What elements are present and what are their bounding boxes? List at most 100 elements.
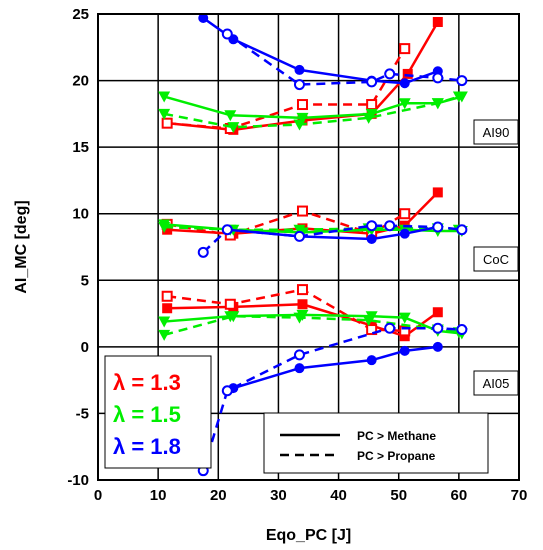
lambda-legend-item-3: λ = 1.8 <box>113 434 181 459</box>
lambda-legend: λ = 1.3 λ = 1.5 λ = 1.8 <box>104 355 212 469</box>
data-point <box>432 16 443 27</box>
data-point <box>293 230 305 242</box>
x-tick-label: 60 <box>451 487 468 504</box>
data-point <box>293 224 306 236</box>
data-point <box>399 228 410 239</box>
y-axis-title: AI_MC [deg] <box>13 200 30 293</box>
label-ai05: AI05 <box>483 376 510 391</box>
series-ai05-lambda-13-propane <box>161 284 411 337</box>
data-point <box>161 117 173 129</box>
data-point <box>296 112 309 124</box>
series-ai90-lambda-18-propane <box>221 28 468 91</box>
y-tick-label: 25 <box>72 6 89 23</box>
data-point <box>294 64 305 75</box>
lambda-legend-item-2: λ = 1.5 <box>113 402 181 427</box>
label-ai90: AI90 <box>483 125 510 140</box>
data-point <box>296 205 308 217</box>
data-point <box>432 72 444 84</box>
data-point <box>366 324 378 336</box>
data-point <box>221 385 233 397</box>
series-coc-lambda-18-propane <box>197 220 468 258</box>
series-ai05-lambda-15-methane <box>158 309 468 340</box>
x-tick-label: 10 <box>150 487 167 504</box>
label-box-ai05: AI05 <box>473 370 519 396</box>
legend-methane: PC > Methane <box>357 429 436 443</box>
data-point <box>362 112 375 124</box>
axis-ticks: 0 10 20 30 40 50 60 70 -10 -5 0 5 10 15 20 25 <box>67 6 527 504</box>
data-point <box>452 91 465 103</box>
data-series <box>158 12 468 477</box>
data-point <box>296 99 308 111</box>
y-tick-label: 0 <box>81 339 89 356</box>
data-point <box>158 108 171 120</box>
data-point <box>224 110 237 122</box>
data-point <box>432 322 444 334</box>
x-tick-label: 40 <box>330 487 347 504</box>
data-point <box>198 12 209 23</box>
data-point <box>293 312 306 324</box>
data-point <box>432 221 444 233</box>
data-point <box>366 355 377 366</box>
lambda-legend-item-1: λ = 1.3 <box>113 370 181 395</box>
data-point <box>158 222 171 234</box>
data-point <box>432 187 443 198</box>
legend-propane: PC > Propane <box>357 449 436 463</box>
data-point <box>366 99 378 111</box>
data-point <box>398 312 411 324</box>
plot-frame <box>97 13 520 481</box>
y-tick-label: 5 <box>81 272 89 289</box>
y-tick-label: 20 <box>72 73 89 90</box>
data-point <box>221 224 233 236</box>
data-point <box>297 299 308 310</box>
x-tick-label: 70 <box>511 487 528 504</box>
data-point <box>384 322 396 334</box>
data-point <box>384 68 396 80</box>
data-point <box>399 43 411 55</box>
data-point <box>432 341 443 352</box>
y-tick-label: -5 <box>76 405 89 422</box>
line-style-legend: PC > Methane PC > Propane <box>263 412 489 474</box>
series-ai05-lambda-18-methane <box>222 341 443 396</box>
label-box-coc: CoC <box>473 246 519 272</box>
x-tick-label: 30 <box>270 487 287 504</box>
data-point <box>158 316 171 328</box>
data-point <box>366 220 378 232</box>
data-point <box>366 76 378 88</box>
series-line <box>167 21 439 132</box>
series-ai90-lambda-15-propane <box>158 91 465 134</box>
data-point <box>399 78 410 89</box>
label-coc: CoC <box>483 252 509 267</box>
y-tick-label: 15 <box>72 139 89 156</box>
x-tick-label: 50 <box>390 487 407 504</box>
data-point <box>366 234 377 245</box>
y-tick-label: 10 <box>72 206 89 223</box>
data-point <box>227 122 240 134</box>
data-point <box>456 324 468 336</box>
data-point <box>456 75 468 87</box>
data-point <box>362 315 375 327</box>
data-point <box>197 246 209 258</box>
data-point <box>224 298 236 310</box>
data-point <box>296 284 308 296</box>
data-point <box>221 28 233 40</box>
data-point <box>432 307 443 318</box>
y-tick-label: -10 <box>67 472 89 489</box>
data-point <box>399 345 410 356</box>
data-point <box>293 79 305 91</box>
series-line <box>202 326 462 472</box>
data-point <box>456 224 468 236</box>
series-line <box>163 95 460 129</box>
data-point <box>431 98 444 110</box>
data-point <box>294 363 305 374</box>
series-line <box>163 314 460 337</box>
data-point <box>158 91 171 103</box>
data-point <box>399 208 411 220</box>
data-point <box>398 98 411 110</box>
data-point <box>227 311 240 323</box>
data-point <box>402 68 413 79</box>
data-point <box>293 119 306 131</box>
data-point <box>158 329 171 341</box>
x-tick-label: 20 <box>210 487 227 504</box>
data-point <box>399 325 411 337</box>
